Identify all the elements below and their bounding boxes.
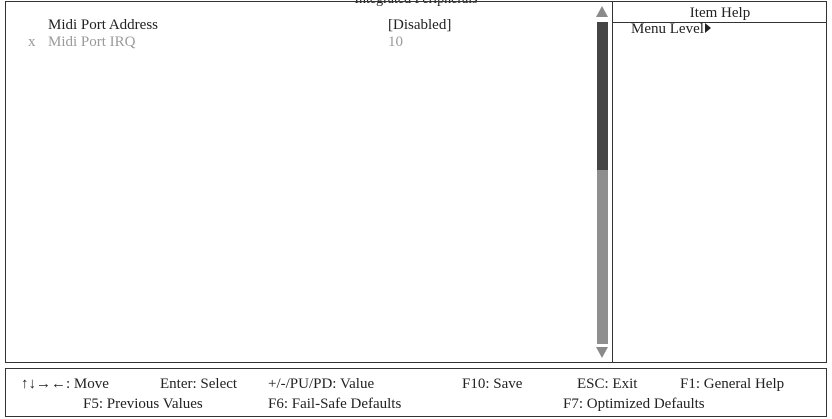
key-hint-previous-values: F5: Previous Values bbox=[83, 396, 203, 412]
menu-item-midi-port-irq: x Midi Port IRQ 10 bbox=[0, 33, 600, 51]
key-help-footer bbox=[5, 368, 827, 417]
menu-item-label: Midi Port IRQ bbox=[48, 34, 136, 50]
help-title: Item Help bbox=[689, 5, 751, 21]
help-menu-level: Menu Level bbox=[631, 20, 711, 38]
scrollbar-thumb[interactable] bbox=[597, 22, 608, 170]
scroll-down-arrow-icon[interactable] bbox=[596, 347, 608, 358]
key-hint-general-help: F1: General Help bbox=[680, 376, 785, 392]
key-hint-fail-safe-defaults: F6: Fail-Safe Defaults bbox=[268, 396, 402, 412]
key-hint-value: +/-/PU/PD: Value bbox=[268, 376, 375, 392]
key-hint-exit: ESC: Exit bbox=[577, 376, 638, 392]
menu-item-value[interactable]: [Disabled] bbox=[388, 17, 452, 33]
help-divider bbox=[612, 1, 613, 363]
help-menu-level-label: Menu Level bbox=[631, 21, 704, 37]
key-hint-save: F10: Save bbox=[462, 376, 523, 392]
help-title-separator bbox=[612, 22, 827, 23]
page-title: Integrated Peripherals bbox=[0, 0, 832, 8]
key-hint-optimized-defaults: F7: Optimized Defaults bbox=[563, 396, 705, 412]
menu-item-label: Midi Port Address bbox=[48, 17, 159, 33]
scrollbar-track[interactable] bbox=[597, 22, 608, 344]
settings-panel bbox=[5, 1, 827, 363]
key-hint-select: Enter: Select bbox=[160, 376, 238, 392]
menu-item-disabled-mark: x bbox=[28, 34, 36, 50]
scroll-up-arrow-icon[interactable] bbox=[596, 6, 608, 17]
triangle-right-icon bbox=[704, 23, 711, 34]
menu-item-value: 10 bbox=[388, 34, 403, 50]
key-hint-move: ↑↓→←: Move bbox=[21, 376, 109, 392]
menu-item-midi-port-address[interactable]: Midi Port Address [Disabled] bbox=[0, 16, 600, 34]
